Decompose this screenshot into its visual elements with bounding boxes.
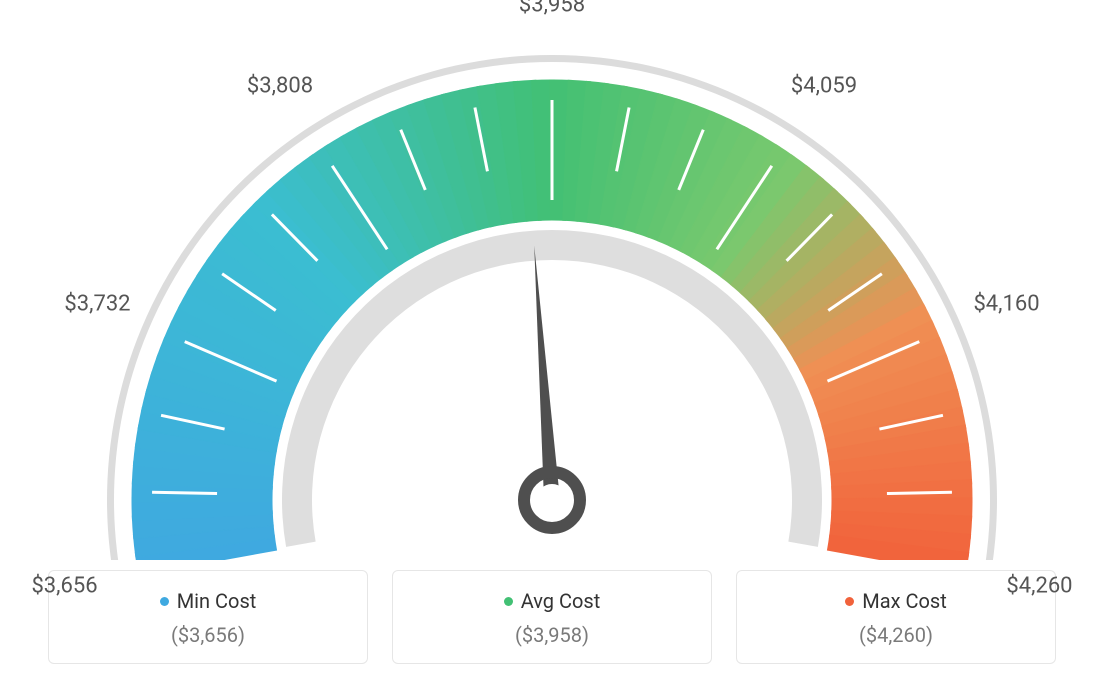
- legend-value-max: ($4,260): [747, 623, 1045, 647]
- legend-label-avg: Avg Cost: [504, 589, 601, 613]
- legend-box-avg: Avg Cost ($3,958): [392, 570, 712, 664]
- legend-row: Min Cost ($3,656) Avg Cost ($3,958) Max …: [0, 570, 1104, 664]
- legend-label-min: Min Cost: [160, 589, 257, 613]
- legend-value-avg: ($3,958): [403, 623, 701, 647]
- legend-value-min: ($3,656): [59, 623, 357, 647]
- gauge-container: $3,656$3,732$3,808$3,958$4,059$4,160$4,2…: [0, 0, 1104, 560]
- gauge-tick-label: $4,160: [973, 291, 1039, 316]
- gauge-tick-label: $4,059: [791, 74, 857, 99]
- gauge-tick-label: $3,732: [64, 291, 130, 316]
- gauge-tick-label: $4,260: [1006, 573, 1072, 598]
- gauge-tick-label: $3,808: [247, 74, 313, 99]
- gauge-tick-label: $3,656: [31, 573, 97, 598]
- gauge-chart: [0, 0, 1104, 560]
- legend-label-max: Max Cost: [845, 589, 947, 613]
- gauge-tick-label: $3,958: [519, 0, 585, 18]
